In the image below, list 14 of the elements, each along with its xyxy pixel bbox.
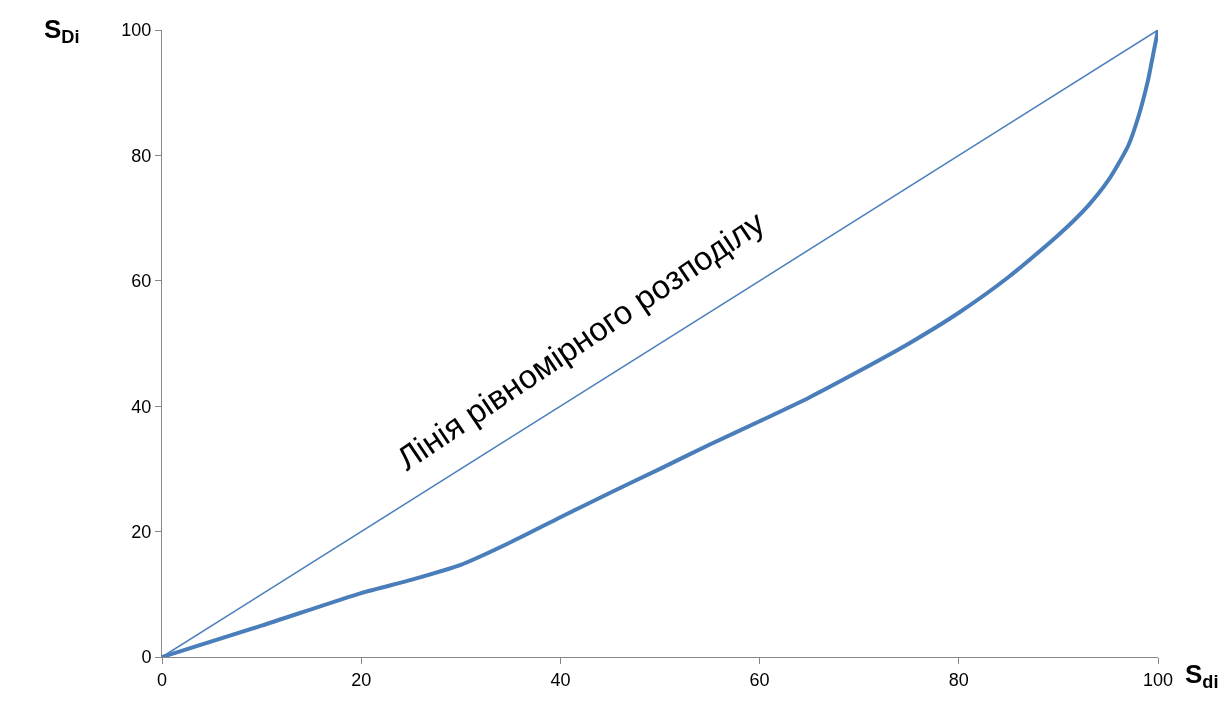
x-tick-label: 100 bbox=[1142, 669, 1174, 690]
x-tick-label: 80 bbox=[948, 669, 969, 690]
y-tick-label: 40 bbox=[131, 396, 152, 417]
y-tick-label: 100 bbox=[121, 20, 152, 41]
y-tick-label: 20 bbox=[131, 521, 152, 542]
x-axis-title: S$_{di}$ bbox=[1185, 659, 1219, 693]
y-tick-label: 60 bbox=[131, 271, 152, 292]
x-tick-label: 40 bbox=[550, 669, 571, 690]
y-axis-title: S$_{Di}$ bbox=[44, 14, 80, 48]
y-tick-label: 80 bbox=[131, 145, 152, 166]
x-tick-label: 20 bbox=[351, 669, 372, 690]
x-tick-label: 0 bbox=[156, 669, 168, 690]
x-tick-label: 60 bbox=[749, 669, 770, 690]
y-tick-label: 0 bbox=[141, 647, 152, 668]
